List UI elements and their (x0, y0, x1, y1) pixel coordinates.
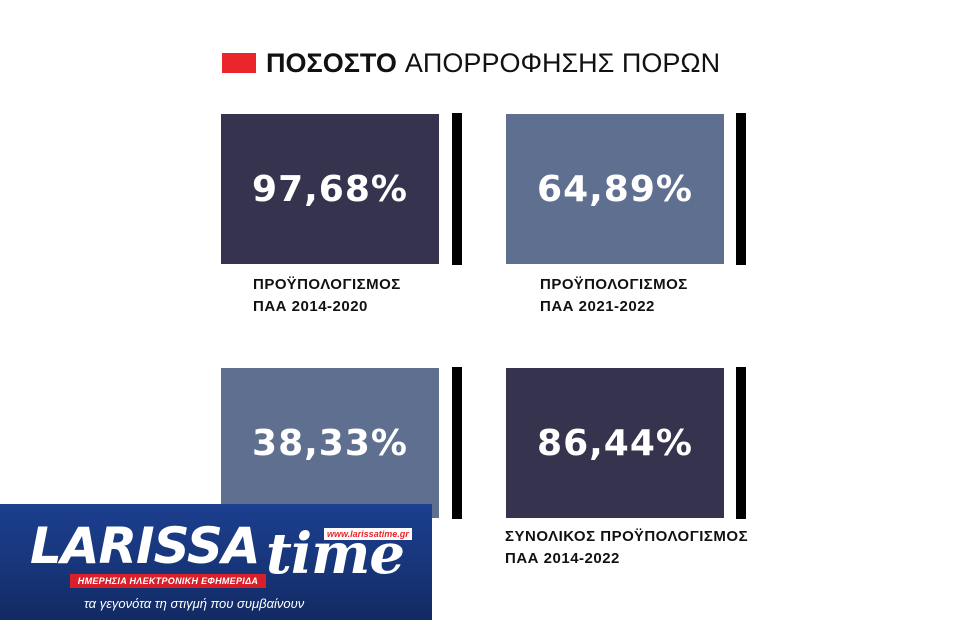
logo-url: www.larissatime.gr (324, 528, 412, 540)
caption-4: ΣΥΝΟΛΙΚΟΣ ΠΡΟΫΠΟΛΟΓΙΣΜΟΣ ΠΑΑ 2014-2022 (505, 528, 749, 567)
title-marker (222, 53, 256, 73)
larissatime-logo: LARISSA time www.larissatime.gr ΗΜΕΡΗΣΙΑ… (0, 504, 432, 620)
value-tile-2: 64,89% (506, 114, 724, 264)
value-tile-3: 38,33% (221, 368, 439, 518)
logo-wordmark: LARISSA (30, 517, 261, 575)
title-light-text: ΑΠΟΡΡΟΦΗΣΗΣ ΠΟΡΩΝ (404, 47, 721, 78)
divider-bar-1 (452, 113, 462, 265)
divider-bar-2 (736, 113, 746, 265)
caption-1: ΠΡΟΫΠΟΛΟΓΙΣΜΟΣ ΠΑΑ 2014-2020 (253, 276, 401, 315)
value-label-3: 38,33% (252, 422, 408, 464)
value-label-2: 64,89% (537, 168, 693, 210)
value-label-1: 97,68% (252, 168, 408, 210)
value-tile-1: 97,68% (221, 114, 439, 264)
value-label-4: 86,44% (537, 422, 693, 464)
value-tile-4: 86,44% (506, 368, 724, 518)
caption-2: ΠΡΟΫΠΟΛΟΓΙΣΜΟΣ ΠΑΑ 2021-2022 (540, 276, 688, 315)
chart-title: ΠΟΣΟΣΤΟ ΑΠΟΡΡΟΦΗΣΗΣ ΠΟΡΩΝ (222, 48, 720, 78)
logo-tagline: ΗΜΕΡΗΣΙΑ ΗΛΕΚΤΡΟΝΙΚΗ ΕΦΗΜΕΡΙΔΑ (70, 574, 266, 588)
divider-bar-3 (452, 367, 462, 519)
logo-slogan: τα γεγονότα τη στιγμή που συμβαίνουν (84, 596, 305, 611)
divider-bar-4 (736, 367, 746, 519)
title-bold-text: ΠΟΣΟΣΤΟ (266, 47, 397, 78)
